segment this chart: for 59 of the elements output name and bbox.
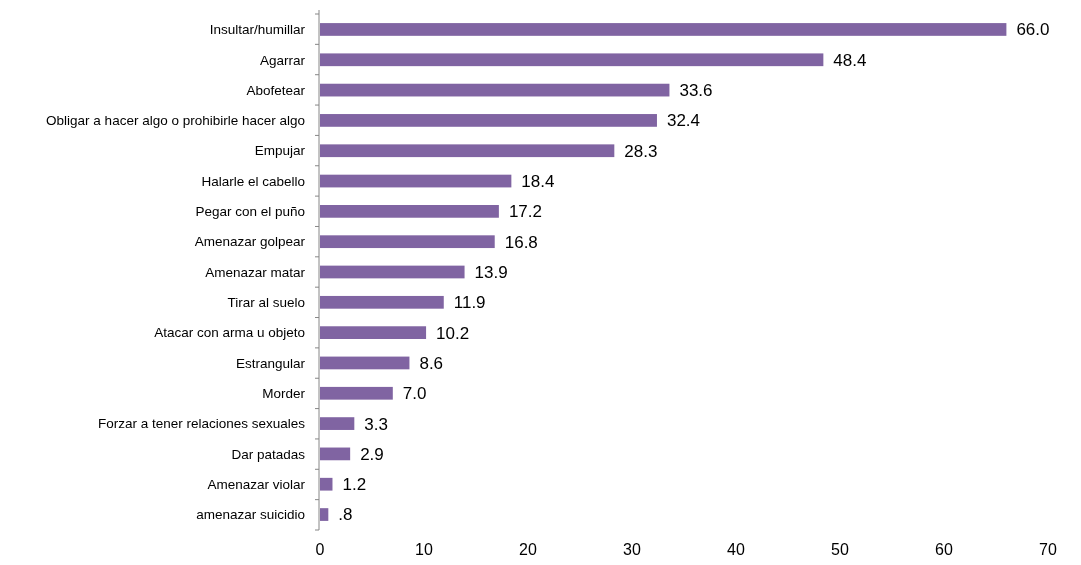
data-label: 17.2 — [508, 202, 542, 222]
bar — [320, 144, 615, 158]
x-tick-label: 50 — [831, 541, 849, 558]
data-label: 7.0 — [402, 384, 427, 404]
y-tick-label: Pegar con el puño — [195, 204, 305, 220]
y-tick-label: Empujar — [254, 143, 306, 159]
x-tick-label: 0 — [315, 541, 325, 558]
y-tick-label: Tirar al suelo — [227, 295, 305, 311]
bar — [320, 417, 355, 430]
x-tick-label: 20 — [519, 541, 537, 558]
y-tick-label: Dar patadas — [231, 446, 306, 462]
bar — [320, 295, 444, 309]
data-label: 8.6 — [419, 353, 444, 373]
bar — [320, 23, 1007, 36]
data-label: 1.2 — [342, 475, 367, 495]
y-tick-label: Forzar a tener relaciones sexuales — [97, 416, 306, 432]
y-tick-label: Abofetear — [246, 82, 306, 98]
data-label: 16.8 — [504, 232, 538, 252]
data-label: 48.4 — [833, 50, 867, 70]
bar — [320, 83, 670, 97]
bar — [320, 235, 495, 249]
data-label: 33.6 — [679, 81, 713, 101]
y-tick-label: Agarrar — [259, 52, 306, 68]
data-label: 32.4 — [666, 111, 701, 131]
bar — [320, 53, 824, 67]
y-tick-label: Insultar/humillar — [209, 22, 306, 38]
bar — [320, 114, 657, 127]
data-label: 10.2 — [436, 323, 470, 343]
data-label: 3.3 — [364, 414, 388, 434]
data-label: 13.9 — [474, 262, 508, 282]
data-label: 11.9 — [453, 293, 486, 313]
bar — [320, 326, 427, 339]
data-label: 2.9 — [360, 444, 384, 464]
y-tick-label: Halarle el cabello — [201, 173, 305, 189]
data-label: 66.0 — [1016, 20, 1050, 40]
y-tick-label: Atacar con arma u objeto — [154, 325, 305, 341]
bar — [320, 174, 512, 188]
x-tick-label: 40 — [727, 541, 745, 558]
data-label: .8 — [338, 505, 353, 525]
y-tick-label: Morder — [262, 385, 306, 401]
y-tick-label: Amenazar violar — [207, 476, 306, 492]
x-tick-label: 10 — [415, 541, 433, 558]
y-tick-label: Amenazar matar — [205, 264, 306, 280]
bar — [320, 508, 329, 521]
x-tick-label: 60 — [935, 541, 953, 558]
y-tick-label: Obligar a hacer algo o prohibirle hacer algo — [46, 113, 305, 129]
y-tick-label: Estrangular — [235, 355, 306, 371]
x-tick-label: 30 — [623, 541, 641, 558]
y-tick-label: Amenazar golpear — [194, 234, 306, 250]
bar — [320, 265, 465, 279]
data-label: 28.3 — [624, 141, 658, 161]
bar — [320, 477, 333, 491]
x-tick-label: 70 — [1039, 541, 1057, 558]
bar — [320, 447, 351, 461]
data-label: 18.4 — [521, 172, 555, 191]
bar — [320, 205, 499, 218]
bar — [320, 356, 410, 370]
bar — [320, 386, 393, 400]
y-tick-label: amenazar suicidio — [196, 507, 305, 523]
